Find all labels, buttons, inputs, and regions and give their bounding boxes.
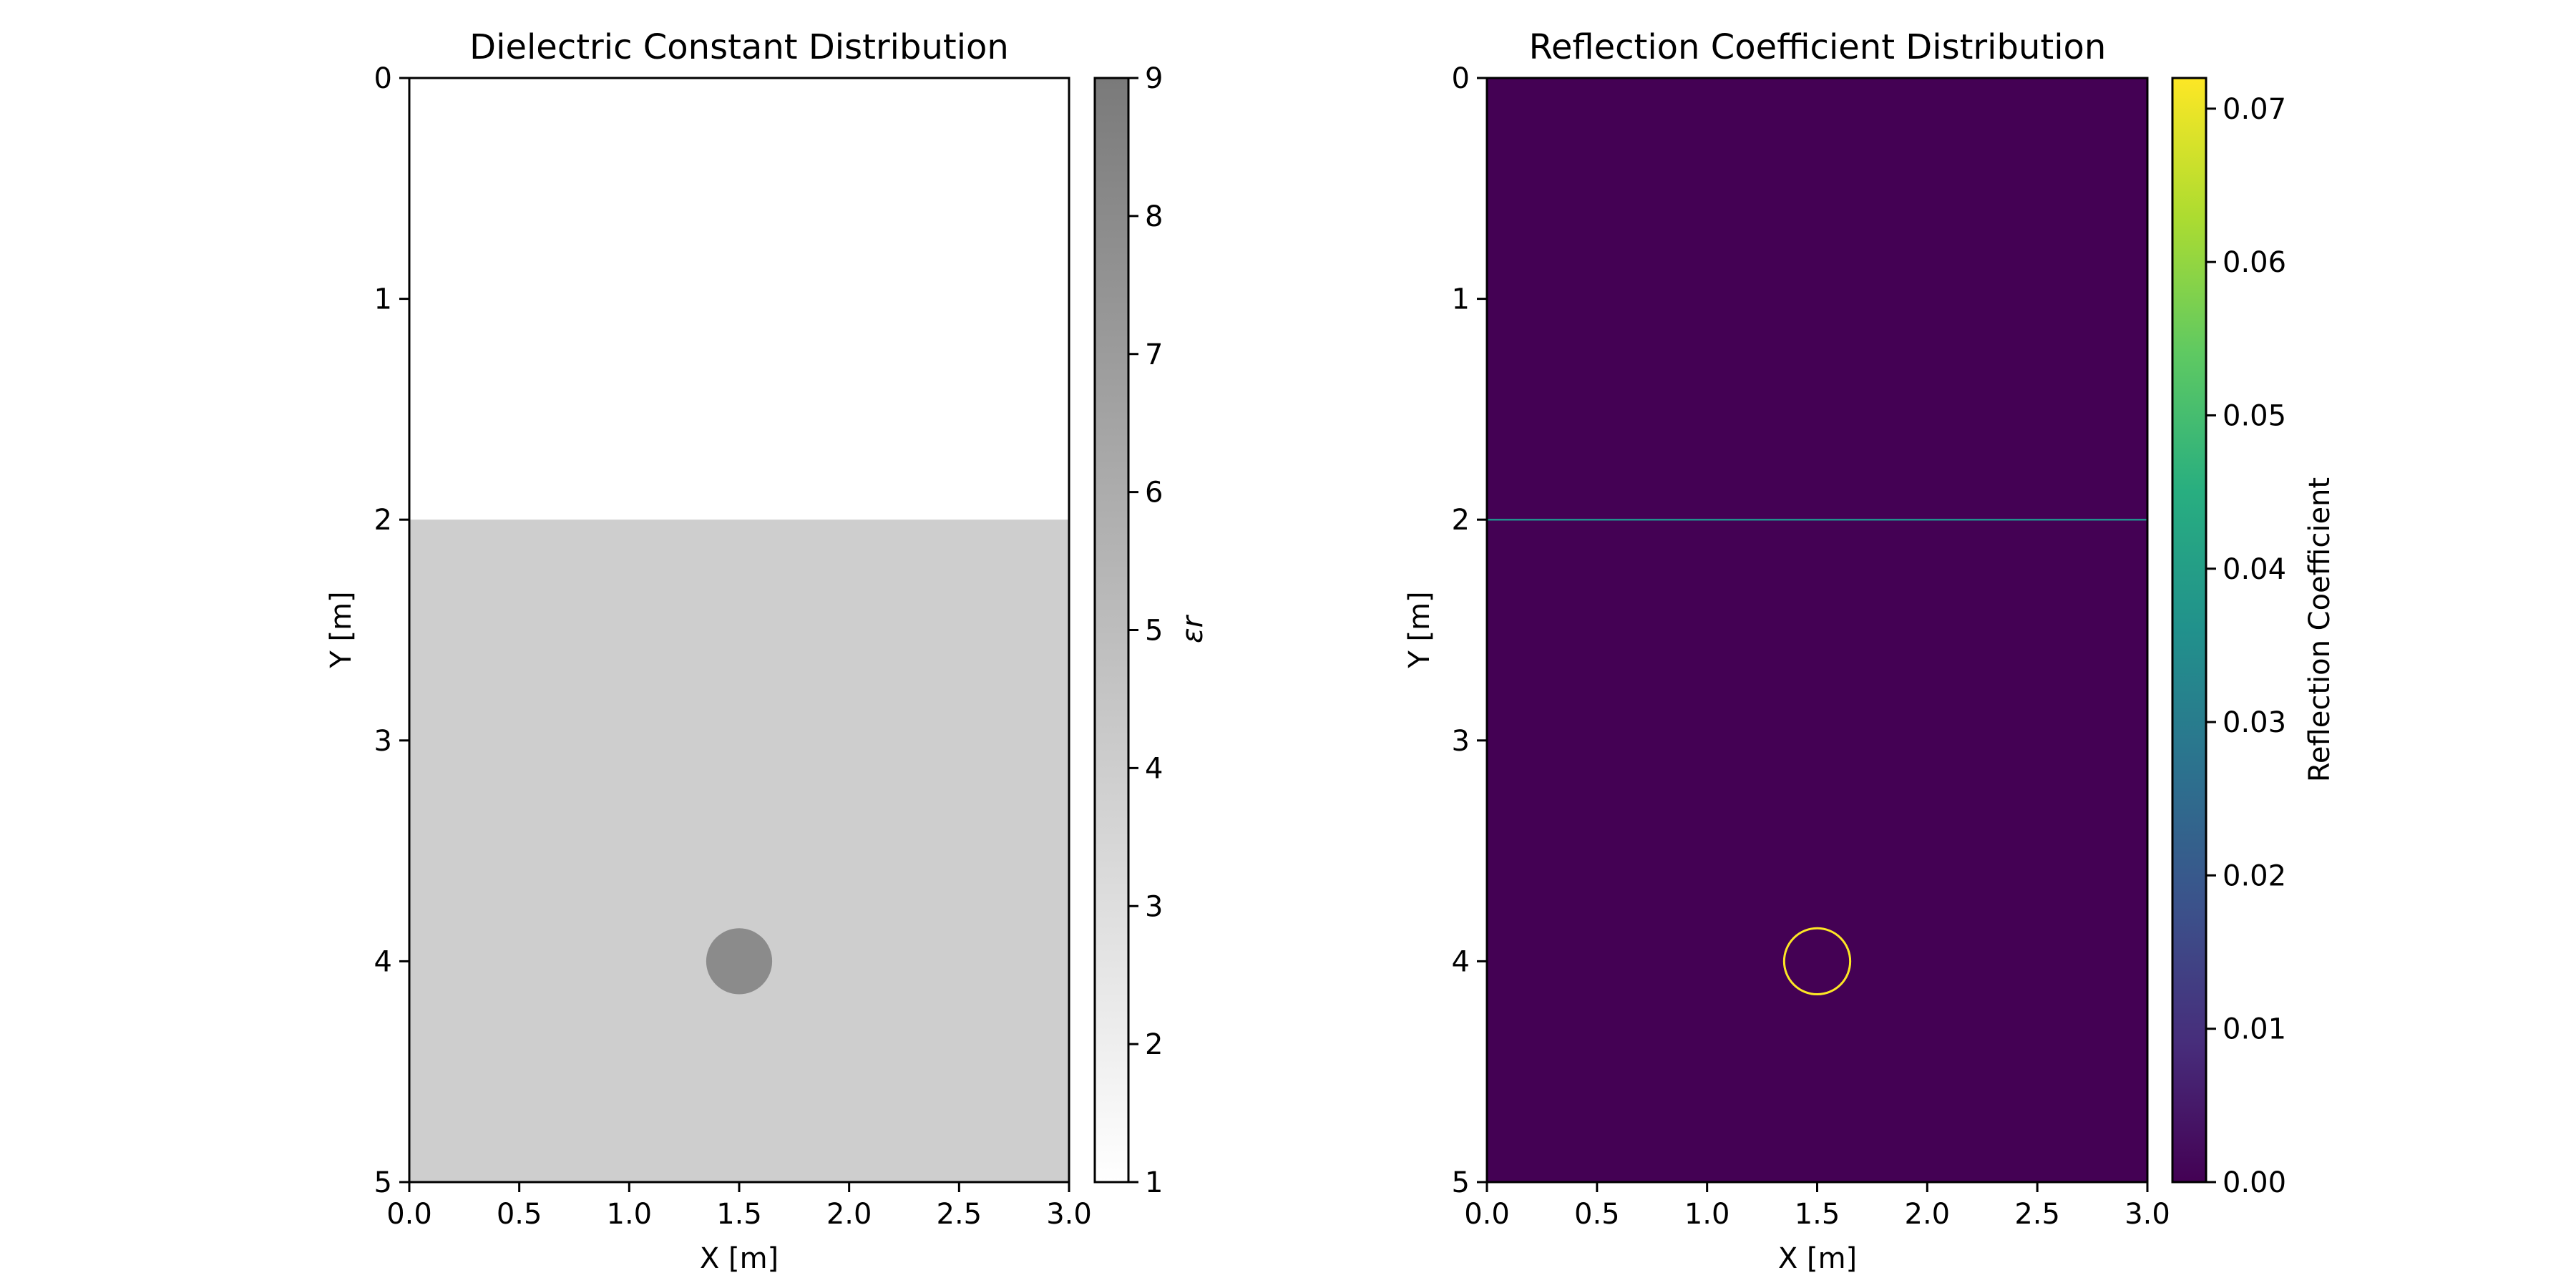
dielectric-x-tick-label: 3.0	[1046, 1198, 1092, 1231]
dielectric-inclusion-disk	[706, 928, 773, 995]
reflection-y-tick-label: 3	[1452, 725, 1470, 758]
reflection-background	[1487, 78, 2147, 1182]
reflection-colorbar-tick-label: 0.02	[2223, 859, 2286, 892]
dielectric-title: Dielectric Constant Distribution	[469, 27, 1009, 67]
reflection-x-tick-label: 1.0	[1684, 1198, 1730, 1231]
reflection-colorbar-label: Reflection Coefficient	[2303, 477, 2336, 782]
reflection-x-tick-label: 1.5	[1795, 1198, 1840, 1231]
dielectric-y-label: Y [m]	[325, 591, 358, 668]
dielectric-x-ticks: 0.0 0.5 1.0 1.5 2.0 2.5 3.0	[386, 1182, 1092, 1231]
dielectric-x-tick-label: 2.5	[937, 1198, 982, 1231]
reflection-y-tick-label: 5	[1452, 1166, 1470, 1199]
dielectric-colorbar	[1093, 77, 1130, 1184]
reflection-y-tick-label: 4	[1452, 945, 1470, 978]
dielectric-colorbar-tick-label: 6	[1145, 477, 1163, 509]
dielectric-colorbar-tick-label: 8	[1145, 200, 1163, 233]
dielectric-x-tick-label: 2.0	[826, 1198, 872, 1231]
dielectric-panel: Dielectric Constant Distribution	[325, 27, 1209, 1275]
dielectric-layer-0	[409, 78, 1069, 520]
reflection-x-tick-label: 2.5	[2014, 1198, 2060, 1231]
dielectric-heatmap	[409, 78, 1069, 1182]
reflection-colorbar-ticks: 0.00 0.01 0.02 0.03 0.04 0.05 0.06 0.07	[2206, 93, 2286, 1199]
dielectric-colorbar-tick-label: 2	[1145, 1028, 1163, 1061]
dielectric-layer-1	[409, 519, 1069, 1182]
dielectric-x-tick-label: 1.5	[716, 1198, 762, 1231]
dielectric-x-label: X [m]	[700, 1242, 779, 1275]
dielectric-y-tick-label: 5	[374, 1166, 392, 1199]
reflection-x-ticks: 0.0 0.5 1.0 1.5 2.0 2.5 3.0	[1464, 1182, 2170, 1231]
reflection-x-tick-label: 3.0	[2124, 1198, 2170, 1231]
dielectric-colorbar-label: εr	[1176, 614, 1209, 643]
dielectric-y-ticks: 0 1 2 3 4 5	[374, 62, 409, 1199]
reflection-x-tick-label: 0.5	[1574, 1198, 1620, 1231]
dielectric-x-tick-label: 0.0	[386, 1198, 432, 1231]
reflection-inclusion-ring	[1782, 927, 1852, 996]
dielectric-y-tick-label: 1	[374, 283, 392, 316]
dielectric-colorbar-tick-label: 9	[1145, 62, 1163, 95]
reflection-y-tick-label: 1	[1452, 283, 1470, 316]
reflection-y-label: Y [m]	[1403, 591, 1436, 668]
reflection-colorbar-tick-label: 0.07	[2223, 93, 2286, 126]
reflection-x-label: X [m]	[1778, 1242, 1857, 1275]
reflection-heatmap	[1487, 78, 2147, 1182]
reflection-colorbar-tick-label: 0.05	[2223, 399, 2286, 432]
reflection-colorbar-tick-label: 0.00	[2223, 1166, 2286, 1199]
dielectric-y-tick-label: 4	[374, 945, 392, 978]
dielectric-colorbar-tick-label: 1	[1145, 1166, 1163, 1199]
reflection-y-tick-label: 0	[1452, 62, 1470, 95]
dielectric-x-tick-label: 0.5	[497, 1198, 542, 1231]
reflection-x-tick-label: 0.0	[1464, 1198, 1510, 1231]
reflection-colorbar-tick-label: 0.06	[2223, 246, 2286, 279]
dielectric-y-tick-label: 0	[374, 62, 392, 95]
reflection-colorbar	[2171, 77, 2207, 1184]
reflection-x-tick-label: 2.0	[1905, 1198, 1951, 1231]
reflection-colorbar-tick-label: 0.03	[2223, 706, 2286, 739]
dielectric-x-tick-label: 1.0	[607, 1198, 653, 1231]
dielectric-y-tick-label: 2	[374, 504, 392, 537]
dielectric-colorbar-tick-label: 4	[1145, 752, 1163, 785]
dielectric-y-tick-label: 3	[374, 725, 392, 758]
reflection-colorbar-tick-label: 0.04	[2223, 553, 2286, 586]
dielectric-colorbar-ticks: 1 2 3 4 5 6 7 8 9	[1128, 62, 1163, 1199]
dielectric-colorbar-tick-label: 3	[1145, 890, 1163, 923]
reflection-panel: Reflection Coefficient Distribution 0.0 0…	[1403, 27, 2336, 1275]
reflection-colorbar-tick-label: 0.01	[2223, 1013, 2286, 1046]
reflection-y-ticks: 0 1 2 3 4 5	[1452, 62, 1487, 1199]
dielectric-colorbar-tick-label: 7	[1145, 338, 1163, 371]
reflection-y-tick-label: 2	[1452, 504, 1470, 537]
dielectric-colorbar-tick-label: 5	[1145, 615, 1163, 648]
reflection-title: Reflection Coefficient Distribution	[1529, 27, 2107, 67]
